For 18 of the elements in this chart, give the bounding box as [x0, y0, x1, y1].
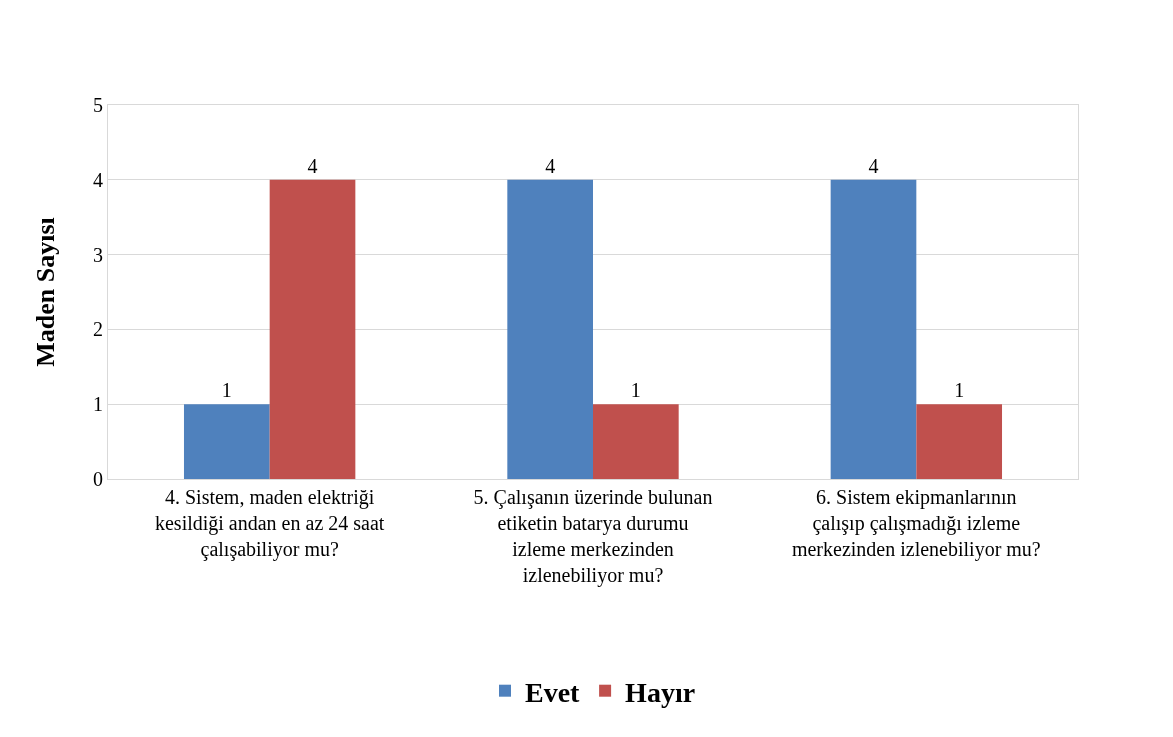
data-label: 4: [545, 154, 556, 177]
x-tick-label: 6. Sistem ekipmanlarının çalışıp çalışmadığı izleme merkezinden izlenebiliyor mu?: [791, 486, 1041, 561]
y-tick-label: 5: [93, 94, 103, 116]
y-tick-label: 4: [93, 168, 103, 191]
data-label: 1: [954, 379, 965, 402]
data-label: 4: [307, 154, 318, 177]
data-label: 1: [221, 379, 232, 402]
y-tick-label: 1: [93, 393, 103, 416]
legend-label: Evet: [525, 676, 581, 708]
data-label: 1: [630, 379, 641, 402]
legend-label: Hayır: [625, 676, 696, 708]
y-axis-title: Maden Sayısı: [31, 217, 61, 367]
y-tick-label: 2: [93, 318, 103, 341]
x-tick-label: 4. Sistem, maden elektriği kesildiği andan en az 24 saat çalışabiliyor mu?: [154, 486, 385, 561]
y-tick-label: 3: [93, 243, 103, 266]
data-label: 4: [868, 154, 879, 177]
x-tick-label: 5. Çalışanın üzerinde bulunan etiketin batarya durumu izleme merkezinden izlenebiliyor mu?: [473, 486, 713, 587]
y-tick-label: 0: [93, 468, 103, 490]
